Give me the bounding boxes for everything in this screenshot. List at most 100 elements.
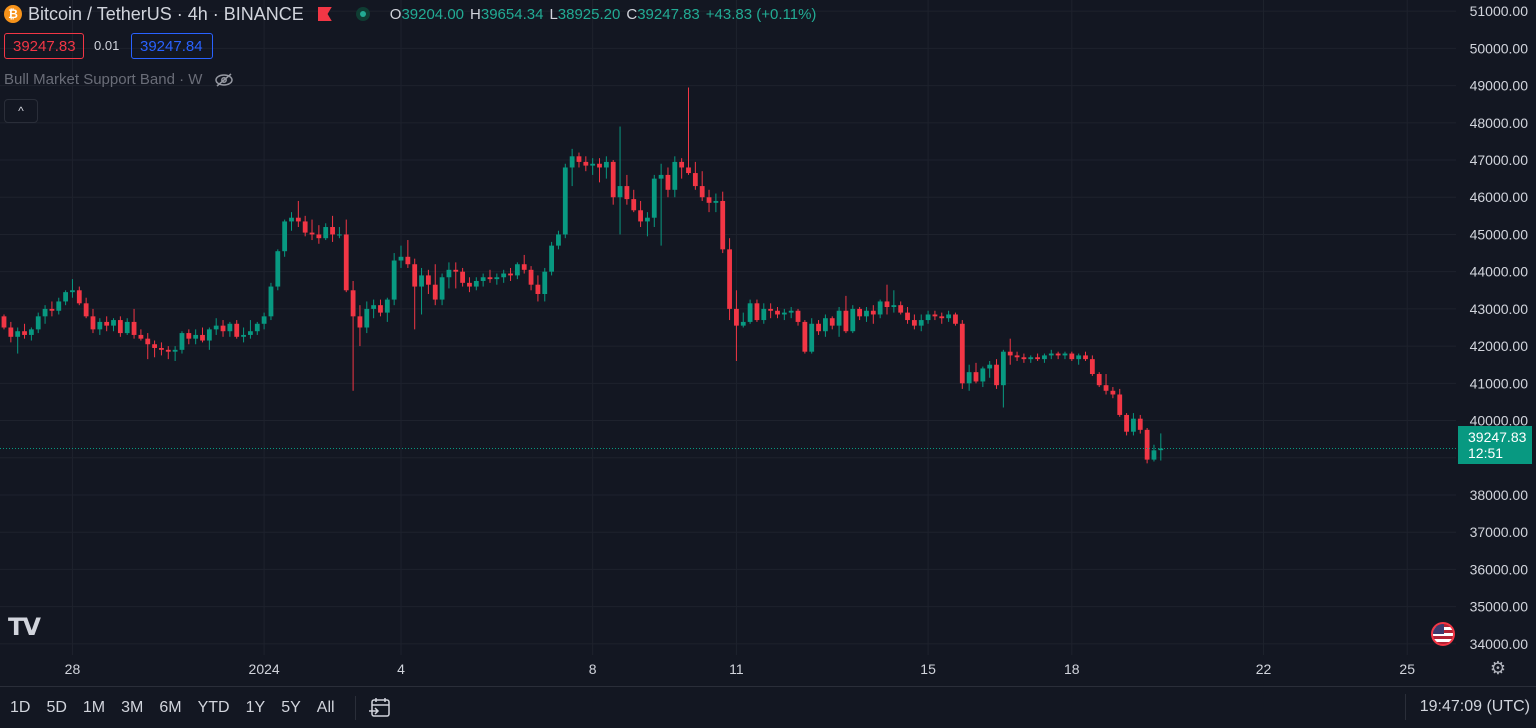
timeframe-1d-button[interactable]: 1D <box>10 698 31 716</box>
candle-body <box>364 308 370 328</box>
sell-button[interactable]: 39247.83 <box>4 33 84 59</box>
candle-body <box>1083 355 1088 360</box>
candle-body <box>241 334 246 337</box>
candle-body <box>1158 448 1164 451</box>
us-flag-icon[interactable] <box>1431 622 1455 646</box>
candle-body <box>1014 355 1020 358</box>
candle-body <box>946 314 952 319</box>
timeframe-6m-button[interactable]: 6M <box>159 698 182 716</box>
candle-body <box>337 234 342 236</box>
time-axis-label: 8 <box>589 661 597 677</box>
price-axis-label: 40000.00 <box>1470 413 1529 429</box>
candle-body <box>165 349 171 352</box>
candle-body <box>686 167 691 174</box>
timeframe-1m-button[interactable]: 1M <box>82 698 106 716</box>
candle-body <box>706 197 712 203</box>
candle-body <box>823 318 828 332</box>
candle-body <box>569 156 575 168</box>
flag-icon[interactable] <box>317 7 332 21</box>
time-axis-label: 11 <box>729 661 744 677</box>
candle-body <box>898 305 904 313</box>
candle-body <box>720 200 726 250</box>
candle-body <box>679 161 685 168</box>
candle-body <box>843 310 849 332</box>
candle-body <box>111 320 116 326</box>
tradingview-logo[interactable]: TV <box>8 613 41 641</box>
candle-body <box>1151 450 1157 460</box>
timeframe-5d-button[interactable]: 5D <box>46 698 67 716</box>
time-axis-label: 22 <box>1256 661 1272 677</box>
candle-body <box>1096 374 1102 386</box>
candle-body <box>350 290 356 317</box>
timeframe-1y-button[interactable]: 1Y <box>245 698 266 716</box>
candle-body <box>63 292 69 302</box>
spread-value: 0.01 <box>94 38 120 53</box>
candle-body <box>597 163 602 168</box>
candle-body <box>371 305 377 309</box>
candle-body <box>932 314 938 317</box>
candle-body <box>83 303 89 317</box>
candle-body <box>713 200 719 203</box>
buy-button[interactable]: 39247.84 <box>131 33 213 59</box>
candle-body <box>131 321 137 335</box>
candle-body <box>28 329 34 335</box>
candle-body <box>1124 414 1129 432</box>
candle-body <box>76 290 82 304</box>
timeframe-ytd-button[interactable]: YTD <box>197 698 230 716</box>
indicator-label: Bull Market Support Band · W <box>4 71 203 88</box>
eye-hidden-icon[interactable] <box>214 72 234 88</box>
candle-body <box>1021 357 1027 360</box>
price-axis-label: 37000.00 <box>1470 524 1529 540</box>
candle-body <box>610 161 616 198</box>
candle-body <box>213 325 219 330</box>
candle-body <box>323 227 329 239</box>
candle-body <box>412 264 418 287</box>
candle-body <box>467 282 472 287</box>
candle-body <box>309 232 315 235</box>
candle-body <box>159 347 164 350</box>
last-price-tag: 39247.83 12:51 <box>1458 426 1532 464</box>
candle-body <box>576 156 582 162</box>
time-axis: 28 2024 4 8 11 15 18 22 25 <box>65 661 1416 677</box>
candle-body <box>49 308 55 311</box>
symbol-header: ₿ Bitcoin / TetherUS · 4h · BINANCE O392… <box>4 2 816 26</box>
candle-body <box>15 331 21 337</box>
candle-body <box>925 314 931 321</box>
timeframe-5y-button[interactable]: 5Y <box>281 698 301 716</box>
candle-body <box>651 178 657 218</box>
collapse-legend-button[interactable]: ^ <box>4 99 38 123</box>
candle-body <box>953 314 958 324</box>
candle-body <box>761 308 767 321</box>
candle-body <box>788 310 794 313</box>
candle-body <box>1103 385 1109 391</box>
candle-body <box>378 305 383 313</box>
time-axis-label: 15 <box>920 661 936 677</box>
candle-body <box>562 167 568 235</box>
candle-body <box>959 323 965 384</box>
candle-body <box>1028 357 1034 360</box>
candle-body <box>446 269 452 278</box>
timeframe-all-button[interactable]: All <box>316 698 335 716</box>
bottom-toolbar: 1D 5D 1M 3M 6M YTD 1Y 5Y All 19:47:09 (U… <box>0 686 1536 728</box>
clock[interactable]: 19:47:09 (UTC) <box>1419 698 1530 715</box>
settings-gear-icon[interactable]: ⚙ <box>1489 658 1507 678</box>
bar-countdown: 12:51 <box>1468 445 1504 461</box>
indicator-legend[interactable]: Bull Market Support Band · W <box>4 71 234 88</box>
candle-body <box>911 320 917 326</box>
candle-body <box>1042 355 1047 360</box>
symbol-title[interactable]: Bitcoin / TetherUS · 4h · BINANCE <box>28 3 304 24</box>
candle-body <box>514 264 520 276</box>
candle-body <box>672 161 678 190</box>
chart-canvas[interactable]: 51000.00 50000.00 49000.00 48000.00 47000.00… <box>0 0 1536 686</box>
candle-body <box>494 277 500 280</box>
price-axis-label: 35000.00 <box>1470 599 1529 615</box>
candle-body <box>432 284 438 300</box>
timeframe-3m-button[interactable]: 3M <box>121 698 144 716</box>
candle-body <box>590 163 596 166</box>
date-range-icon[interactable] <box>368 697 392 719</box>
price-axis-label: 38000.00 <box>1470 487 1529 503</box>
ohlc-values: O39204.00 H39654.34 L38925.20 C39247.83 … <box>389 5 817 23</box>
candle-body <box>535 284 541 295</box>
candle-body <box>152 344 157 348</box>
candle-body <box>850 308 856 332</box>
